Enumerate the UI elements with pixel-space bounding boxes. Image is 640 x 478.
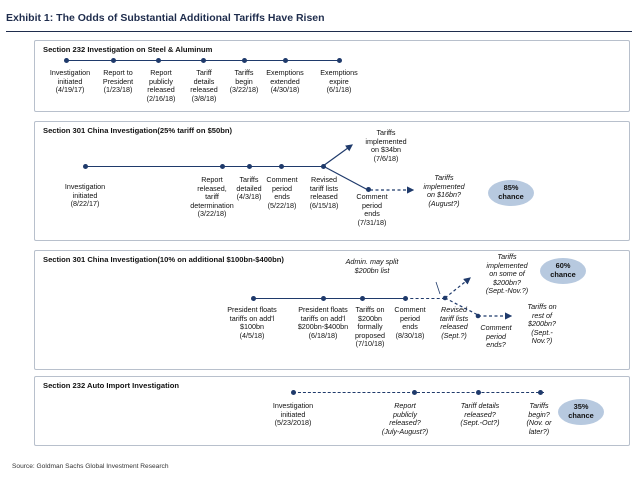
event-label: Tariff details released (3/8/18) [190,68,218,103]
event-label: Tariffs begin? (Nov. or later?) [526,401,552,436]
event-label: President floats tariffs on add'l $100bn (4… [227,305,277,340]
panel-china-301-second: Section 301 China Investigation(10% on a… [34,250,630,370]
branch-dashed-line [444,297,479,316]
timeline-dot [246,164,252,170]
event-label: Investigation initiated (4/19/17) [49,68,91,95]
event-label: Tariffs implemented on $34bn (7/6/18) [365,128,407,163]
event-label: Comment period ends? [480,323,512,350]
event-label: Investigation initiated (8/22/17) [64,182,106,209]
event-label: Comment period ends (8/30/18) [394,305,426,340]
event-label: Investigation initiated (5/23/2018) [272,401,314,428]
branch-arrow-up [322,144,353,167]
event-label: Report released, tariff determination (3/22/… [190,175,234,219]
timeline-dot [82,164,88,170]
probability-badge: 85% chance [488,180,534,206]
timeline-dot [110,58,116,64]
event-label: Comment period ends (7/31/18) [356,192,388,227]
panel-steel-aluminum: Section 232 Investigation on Steel & Alu… [34,40,630,112]
timeline-dot [336,58,342,64]
timeline-dot [537,390,543,396]
event-label: Tariffs implemented on some of $200bn? (Sept… [485,252,529,296]
timeline-dot [63,58,69,64]
title-divider [6,31,632,32]
probability-badge: 60% chance [540,258,586,284]
event-label: Exemptions extended (4/30/18) [266,68,304,95]
timeline-dot [359,296,365,302]
event-label: Report publicly released? (July-August?) [381,401,429,436]
event-label: Tariffs implemented on $16bn? (August?) [423,173,465,208]
panel-title: Section 232 Investigation on Steel & Alu… [43,45,213,54]
timeline-dot [290,390,296,396]
event-label: Tariff details released? (Sept.-Oct?) [460,401,500,428]
timeline-dot [442,295,448,301]
timeline-dot [278,164,284,170]
timeline-dot [402,296,408,302]
timeline-dashed [405,298,445,299]
event-label: Revised tariff lists released (Sept.?) [439,305,469,340]
timeline-dot [200,58,206,64]
branch-line-down [322,165,369,191]
event-label: Admin. may split $200bn list [345,257,399,275]
timeline-dot [411,390,417,396]
timeline-dot [241,58,247,64]
event-label: Tariffs on $200bn formally proposed (7/10/18… [355,305,385,349]
source-note: Source: Goldman Sachs Global Investment … [12,463,169,470]
panel-china-301-first: Section 301 China Investigation(25% tari… [34,121,630,241]
event-label: Tariffs detailed (4/3/18) [236,175,262,202]
exhibit-title: Exhibit 1: The Odds of Substantial Addit… [6,12,325,24]
timeline-dot [475,313,481,319]
panel-title: Section 301 China Investigation(10% on a… [43,255,284,264]
timeline-dot [155,58,161,64]
event-label: Exemptions expire (6/1/18) [320,68,358,95]
event-label: Comment period ends (5/22/18) [266,175,298,210]
event-label: Report publicly released (2/16/18) [146,68,176,103]
timeline-dot [250,296,256,302]
event-label: President floats tariffs on add'l $200bn-$… [297,305,349,340]
event-label: Tariffs begin (3/22/18) [229,68,259,95]
panel-title: Section 232 Auto Import Investigation [43,381,180,390]
timeline-dot [475,390,481,396]
timeline-dashed [293,392,544,393]
branch-dashed-arrow [444,277,471,299]
event-label: Report to President (1/23/18) [102,68,134,95]
timeline-dot [219,164,225,170]
timeline-dot [282,58,288,64]
timeline-line [253,298,405,300]
timeline-dot [320,296,326,302]
timeline-line [85,166,323,168]
panel-title: Section 301 China Investigation(25% tari… [43,126,233,135]
event-label: Revised tariff lists released (6/15/18) [309,175,339,210]
admin-split-pointer [435,281,441,295]
panel-auto-232: Section 232 Auto Import Investigation [34,376,630,446]
probability-badge: 35% chance [558,399,604,425]
event-label: Tariffs on rest of $200bn? (Sept.- Nov.?) [527,302,557,346]
